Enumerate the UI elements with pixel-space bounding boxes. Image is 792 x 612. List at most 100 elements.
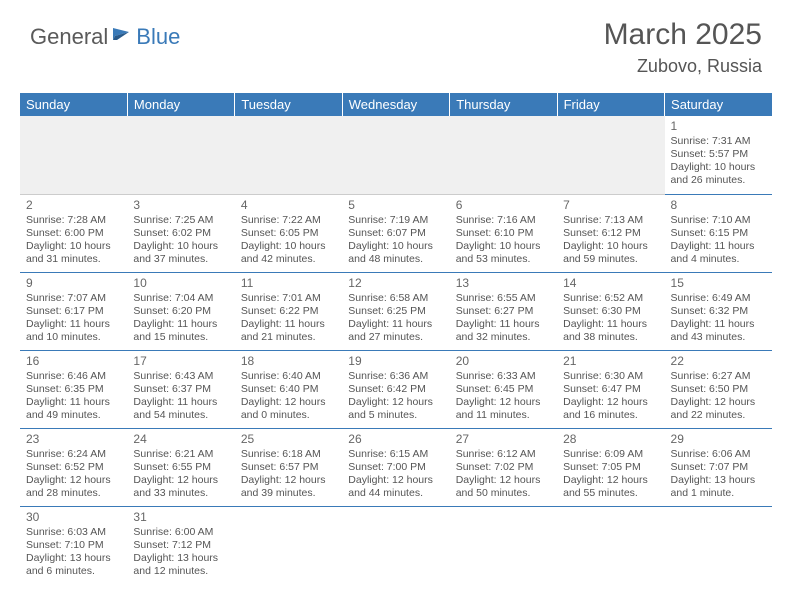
day-cell: 18Sunrise: 6:40 AMSunset: 6:40 PMDayligh…	[235, 350, 342, 428]
weekday-header: Friday	[557, 93, 664, 116]
daylight-line: Daylight: 11 hours and 49 minutes.	[26, 396, 121, 422]
daylight-line: Daylight: 10 hours and 26 minutes.	[671, 161, 766, 187]
sunrise-line: Sunrise: 7:04 AM	[133, 292, 228, 305]
sunset-line: Sunset: 7:00 PM	[348, 461, 443, 474]
day-number: 23	[26, 432, 121, 447]
day-number: 21	[563, 354, 658, 369]
day-number: 14	[563, 276, 658, 291]
sunset-line: Sunset: 6:07 PM	[348, 227, 443, 240]
sunrise-line: Sunrise: 6:24 AM	[26, 448, 121, 461]
day-number: 13	[456, 276, 551, 291]
weekday-header: Saturday	[665, 93, 772, 116]
day-number: 15	[671, 276, 766, 291]
daylight-line: Daylight: 11 hours and 54 minutes.	[133, 396, 228, 422]
day-number: 2	[26, 198, 121, 213]
weekday-header: Thursday	[450, 93, 557, 116]
sunset-line: Sunset: 6:20 PM	[133, 305, 228, 318]
day-number: 11	[241, 276, 336, 291]
daylight-line: Daylight: 12 hours and 16 minutes.	[563, 396, 658, 422]
empty-cell	[557, 116, 664, 194]
sunrise-line: Sunrise: 6:36 AM	[348, 370, 443, 383]
daylight-line: Daylight: 10 hours and 53 minutes.	[456, 240, 551, 266]
daylight-line: Daylight: 12 hours and 28 minutes.	[26, 474, 121, 500]
weekday-header: Wednesday	[342, 93, 449, 116]
calendar-row: 1Sunrise: 7:31 AMSunset: 5:57 PMDaylight…	[20, 116, 772, 194]
day-cell: 9Sunrise: 7:07 AMSunset: 6:17 PMDaylight…	[20, 272, 127, 350]
day-number: 17	[133, 354, 228, 369]
day-number: 25	[241, 432, 336, 447]
sunset-line: Sunset: 6:30 PM	[563, 305, 658, 318]
daylight-line: Daylight: 11 hours and 21 minutes.	[241, 318, 336, 344]
sunset-line: Sunset: 6:10 PM	[456, 227, 551, 240]
sunrise-line: Sunrise: 6:12 AM	[456, 448, 551, 461]
daylight-line: Daylight: 11 hours and 15 minutes.	[133, 318, 228, 344]
daylight-line: Daylight: 11 hours and 32 minutes.	[456, 318, 551, 344]
sunrise-line: Sunrise: 6:40 AM	[241, 370, 336, 383]
sunset-line: Sunset: 6:52 PM	[26, 461, 121, 474]
daylight-line: Daylight: 13 hours and 12 minutes.	[133, 552, 228, 578]
calendar-row: 2Sunrise: 7:28 AMSunset: 6:00 PMDaylight…	[20, 194, 772, 272]
daylight-line: Daylight: 11 hours and 27 minutes.	[348, 318, 443, 344]
daylight-line: Daylight: 12 hours and 50 minutes.	[456, 474, 551, 500]
day-number: 10	[133, 276, 228, 291]
sunrise-line: Sunrise: 6:09 AM	[563, 448, 658, 461]
calendar-row: 23Sunrise: 6:24 AMSunset: 6:52 PMDayligh…	[20, 428, 772, 506]
sunrise-line: Sunrise: 7:31 AM	[671, 135, 766, 148]
sunrise-line: Sunrise: 7:13 AM	[563, 214, 658, 227]
empty-cell	[557, 506, 664, 584]
daylight-line: Daylight: 11 hours and 43 minutes.	[671, 318, 766, 344]
sunset-line: Sunset: 7:10 PM	[26, 539, 121, 552]
empty-cell	[342, 116, 449, 194]
sunset-line: Sunset: 6:02 PM	[133, 227, 228, 240]
day-number: 12	[348, 276, 443, 291]
empty-cell	[235, 506, 342, 584]
day-number: 1	[671, 119, 766, 134]
sunrise-line: Sunrise: 7:28 AM	[26, 214, 121, 227]
day-cell: 26Sunrise: 6:15 AMSunset: 7:00 PMDayligh…	[342, 428, 449, 506]
sunset-line: Sunset: 6:37 PM	[133, 383, 228, 396]
flag-icon	[111, 26, 133, 49]
sunrise-line: Sunrise: 7:07 AM	[26, 292, 121, 305]
day-number: 29	[671, 432, 766, 447]
sunset-line: Sunset: 6:55 PM	[133, 461, 228, 474]
empty-cell	[450, 506, 557, 584]
sunrise-line: Sunrise: 6:46 AM	[26, 370, 121, 383]
day-number: 31	[133, 510, 228, 525]
daylight-line: Daylight: 13 hours and 6 minutes.	[26, 552, 121, 578]
weekday-header: Sunday	[20, 93, 127, 116]
weekday-header: Tuesday	[235, 93, 342, 116]
day-cell: 21Sunrise: 6:30 AMSunset: 6:47 PMDayligh…	[557, 350, 664, 428]
day-number: 24	[133, 432, 228, 447]
day-cell: 27Sunrise: 6:12 AMSunset: 7:02 PMDayligh…	[450, 428, 557, 506]
day-cell: 16Sunrise: 6:46 AMSunset: 6:35 PMDayligh…	[20, 350, 127, 428]
day-number: 18	[241, 354, 336, 369]
day-number: 22	[671, 354, 766, 369]
day-cell: 4Sunrise: 7:22 AMSunset: 6:05 PMDaylight…	[235, 194, 342, 272]
sunset-line: Sunset: 6:47 PM	[563, 383, 658, 396]
sunrise-line: Sunrise: 6:00 AM	[133, 526, 228, 539]
day-cell: 31Sunrise: 6:00 AMSunset: 7:12 PMDayligh…	[127, 506, 234, 584]
empty-cell	[127, 116, 234, 194]
daylight-line: Daylight: 11 hours and 4 minutes.	[671, 240, 766, 266]
daylight-line: Daylight: 10 hours and 59 minutes.	[563, 240, 658, 266]
sunset-line: Sunset: 6:25 PM	[348, 305, 443, 318]
day-cell: 7Sunrise: 7:13 AMSunset: 6:12 PMDaylight…	[557, 194, 664, 272]
day-cell: 14Sunrise: 6:52 AMSunset: 6:30 PMDayligh…	[557, 272, 664, 350]
sunrise-line: Sunrise: 6:03 AM	[26, 526, 121, 539]
sunrise-line: Sunrise: 6:30 AM	[563, 370, 658, 383]
sunset-line: Sunset: 6:27 PM	[456, 305, 551, 318]
sunrise-line: Sunrise: 6:15 AM	[348, 448, 443, 461]
daylight-line: Daylight: 10 hours and 42 minutes.	[241, 240, 336, 266]
sunrise-line: Sunrise: 6:58 AM	[348, 292, 443, 305]
sunrise-line: Sunrise: 7:16 AM	[456, 214, 551, 227]
daylight-line: Daylight: 12 hours and 0 minutes.	[241, 396, 336, 422]
day-cell: 22Sunrise: 6:27 AMSunset: 6:50 PMDayligh…	[665, 350, 772, 428]
day-cell: 8Sunrise: 7:10 AMSunset: 6:15 PMDaylight…	[665, 194, 772, 272]
sunrise-line: Sunrise: 7:22 AM	[241, 214, 336, 227]
month-title: March 2025	[604, 18, 762, 52]
sunset-line: Sunset: 6:40 PM	[241, 383, 336, 396]
empty-cell	[20, 116, 127, 194]
sunset-line: Sunset: 6:32 PM	[671, 305, 766, 318]
empty-cell	[342, 506, 449, 584]
day-number: 30	[26, 510, 121, 525]
